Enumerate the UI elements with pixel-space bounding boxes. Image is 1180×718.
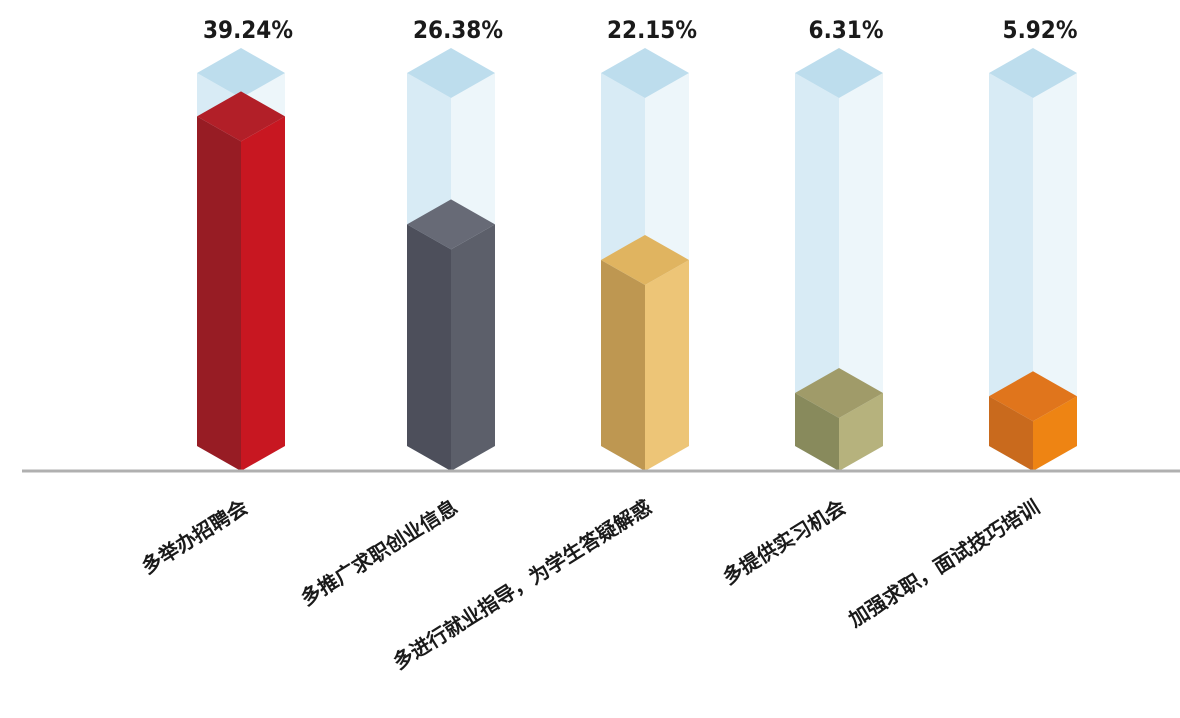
bar-left-face: [601, 259, 645, 471]
glass-top-face: [197, 48, 285, 98]
bar-top-face: [197, 91, 285, 142]
glass-top-face: [407, 48, 495, 98]
value-label: 5.92%: [1003, 16, 1078, 44]
glass-right-face: [839, 73, 883, 471]
bar-left-face: [989, 396, 1033, 471]
glass-top-face: [601, 48, 689, 98]
category-label: 多推广求职创业信息: [296, 495, 461, 611]
bar-left-face: [407, 224, 451, 471]
bars: [197, 91, 1077, 471]
bar-top-face: [601, 234, 689, 285]
bar-top-face: [795, 367, 883, 418]
value-label: 39.24%: [203, 16, 293, 44]
value-label: 26.38%: [413, 16, 503, 44]
glass-left-face: [989, 73, 1033, 471]
bar-left-face: [197, 116, 241, 471]
bar-left-face: [795, 392, 839, 471]
category-label: 多提供实习机会: [718, 495, 849, 590]
glass-right-face: [1033, 73, 1077, 471]
bar-right-face: [451, 224, 495, 471]
bar-top-face: [989, 371, 1077, 422]
glass-left-face: [795, 73, 839, 471]
value-label: 22.15%: [607, 16, 697, 44]
category-label: 加强求职，面试技巧培训: [844, 495, 1044, 632]
bar-right-face: [241, 116, 285, 471]
value-labels: 39.24% 26.38% 22.15% 6.31% 5.92%: [203, 16, 1077, 44]
bar-right-face: [839, 392, 883, 471]
bar-right-face: [645, 259, 689, 471]
glass-top-face: [989, 48, 1077, 98]
bar-top-face: [407, 199, 495, 250]
value-label: 6.31%: [809, 16, 884, 44]
bar-right-face: [1033, 396, 1077, 471]
glass-top-face: [795, 48, 883, 98]
category-label: 多举办招聘会: [137, 495, 251, 579]
